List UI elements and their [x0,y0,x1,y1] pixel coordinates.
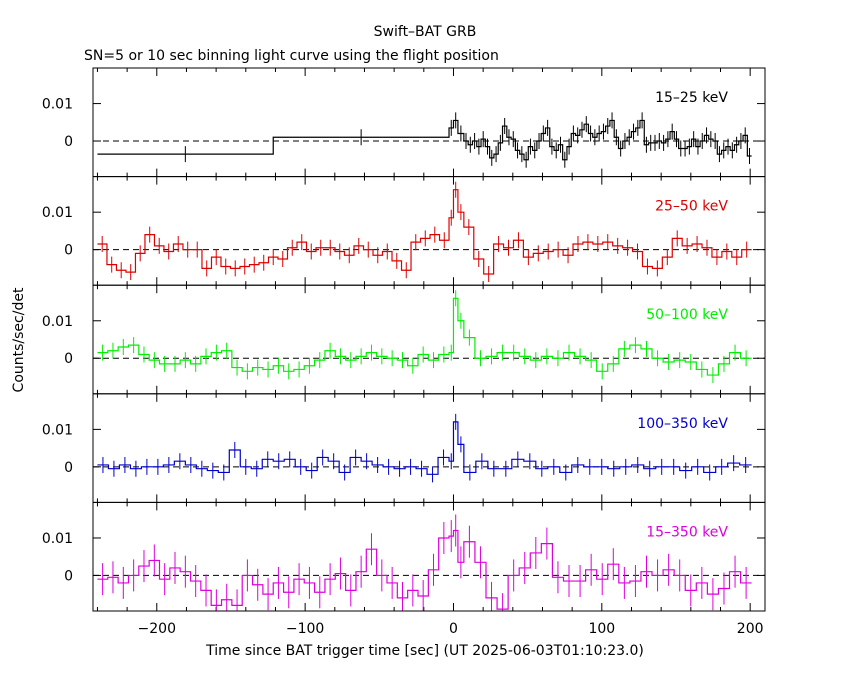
chart-subtitle: SN=5 or 10 sec binning light curve using… [84,48,499,64]
y-tick-label: 0 [64,460,73,476]
panel-frame [92,393,766,503]
panel-frame [92,284,766,395]
x-tick-label: −100 [286,621,324,637]
y-tick-label: 0 [64,568,73,584]
y-axis-label: Counts/sec/det [11,287,27,392]
y-tick-label: 0 [64,351,73,367]
x-tick-label: 200 [737,621,764,637]
y-tick-label: 0.01 [42,314,73,330]
panels: 0 0.01 15–25 keV 0 0.01 25–50 keV 0 0.01 50–100 … [42,67,766,612]
panel: 0 0.01 15–350 keV [42,501,766,612]
series-line [97,421,752,475]
chart-title: Swift–BAT GRB [374,24,477,40]
band-label: 15–25 keV [655,90,728,106]
x-tick-label: 0 [449,621,458,637]
panel: 0 0.01 25–50 keV [42,176,766,286]
y-tick-label: 0.01 [42,205,73,221]
x-tick-label: 100 [588,621,615,637]
y-tick-label: 0.01 [42,531,73,547]
panel-frame [92,176,766,286]
y-tick-label: 0 [64,243,73,259]
band-label: 50–100 keV [646,307,728,323]
band-label: 100–350 keV [637,416,728,432]
band-label: 15–350 keV [646,524,728,540]
series-line [97,119,752,161]
panel: 0 0.01 50–100 keV [42,284,766,395]
band-label: 25–50 keV [655,199,728,215]
series-line [97,529,752,610]
y-tick-label: 0 [64,134,73,150]
panel: 0 0.01 15–25 keV [42,67,766,178]
y-tick-label: 0.01 [42,97,73,113]
x-axis-label: Time since BAT trigger time [sec] (UT 20… [205,643,644,659]
panel-frame [92,501,766,612]
y-tick-label: 0.01 [42,422,73,438]
panel-frame [92,67,766,178]
series-line [97,189,752,275]
panel: 0 0.01 100–350 keV [42,393,766,503]
x-tick-labels: −200 −100 0 100 200 [138,621,764,637]
x-tick-label: −200 [138,621,176,637]
